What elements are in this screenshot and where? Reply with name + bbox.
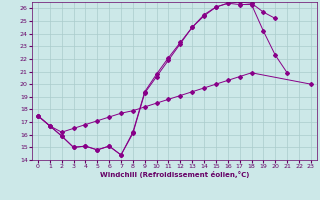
X-axis label: Windchill (Refroidissement éolien,°C): Windchill (Refroidissement éolien,°C)	[100, 171, 249, 178]
